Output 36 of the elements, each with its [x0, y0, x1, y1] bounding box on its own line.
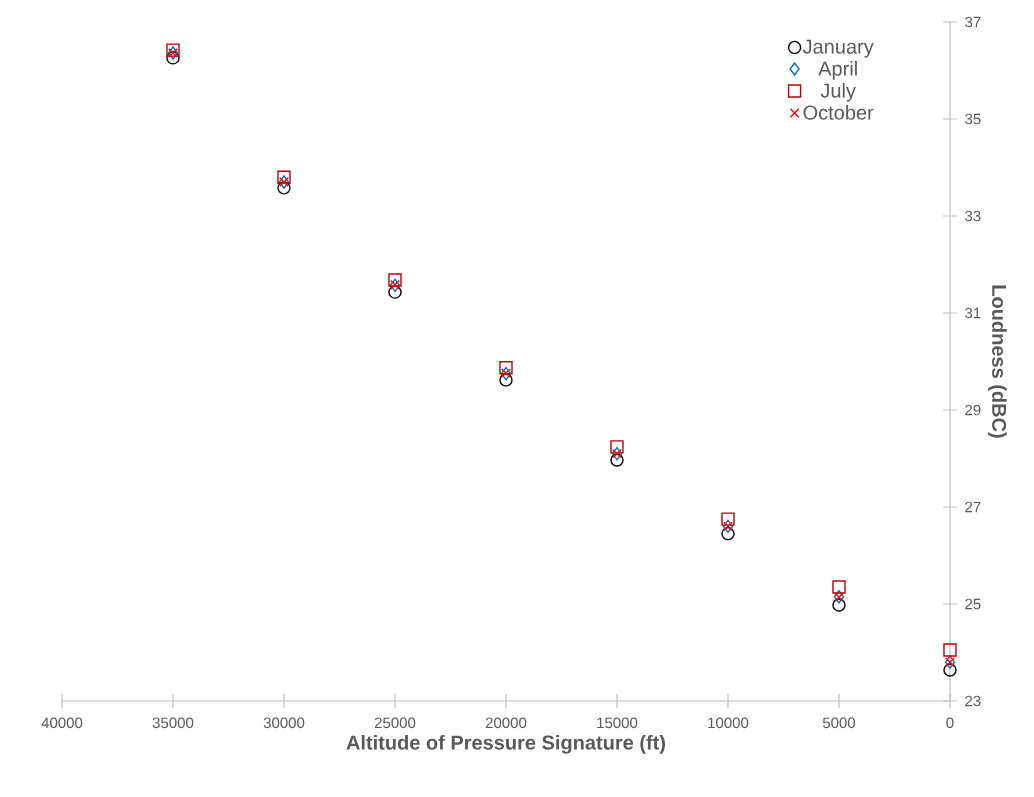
legend-label: October [803, 105, 874, 120]
y-tick-label: 31 [965, 307, 981, 319]
x-tick-label: 15000 [597, 717, 638, 729]
y-tick-label: 25 [965, 598, 981, 610]
point [943, 663, 957, 677]
x-tick-label: 25000 [374, 717, 416, 729]
point [610, 440, 624, 454]
y-tick-label: 37 [965, 16, 981, 28]
y-tick-label: 35 [965, 113, 981, 125]
y-tick-label: 29 [965, 404, 981, 416]
legend-label: July [820, 83, 856, 102]
point [166, 51, 180, 65]
x-tick-label: 30000 [263, 717, 305, 729]
point [499, 373, 513, 387]
y-axis-title: Loudness (dBC) [988, 285, 1007, 438]
point [610, 453, 624, 467]
x-tick-label: 0 [946, 717, 954, 729]
point [832, 598, 846, 612]
x-tick-label: 40000 [41, 717, 83, 729]
x-tick-label: 20000 [485, 717, 527, 729]
legend-label: January [802, 39, 874, 58]
legend-label: April [818, 61, 857, 80]
y-tick-label: 33 [965, 210, 981, 222]
x-tick-label: 10000 [708, 717, 749, 729]
y-tick-label: 27 [965, 501, 981, 513]
point [943, 643, 957, 657]
point [277, 170, 291, 184]
y-tick-label: 23 [965, 695, 981, 707]
x-tick-label: 5000 [822, 717, 856, 729]
x-axis-title: Altitude of Pressure Signature (ft) [346, 735, 665, 754]
x-tick-label: 35000 [152, 717, 194, 729]
point [388, 273, 402, 287]
point [499, 361, 513, 375]
point [721, 526, 735, 541]
point [832, 580, 846, 594]
point [721, 512, 735, 526]
